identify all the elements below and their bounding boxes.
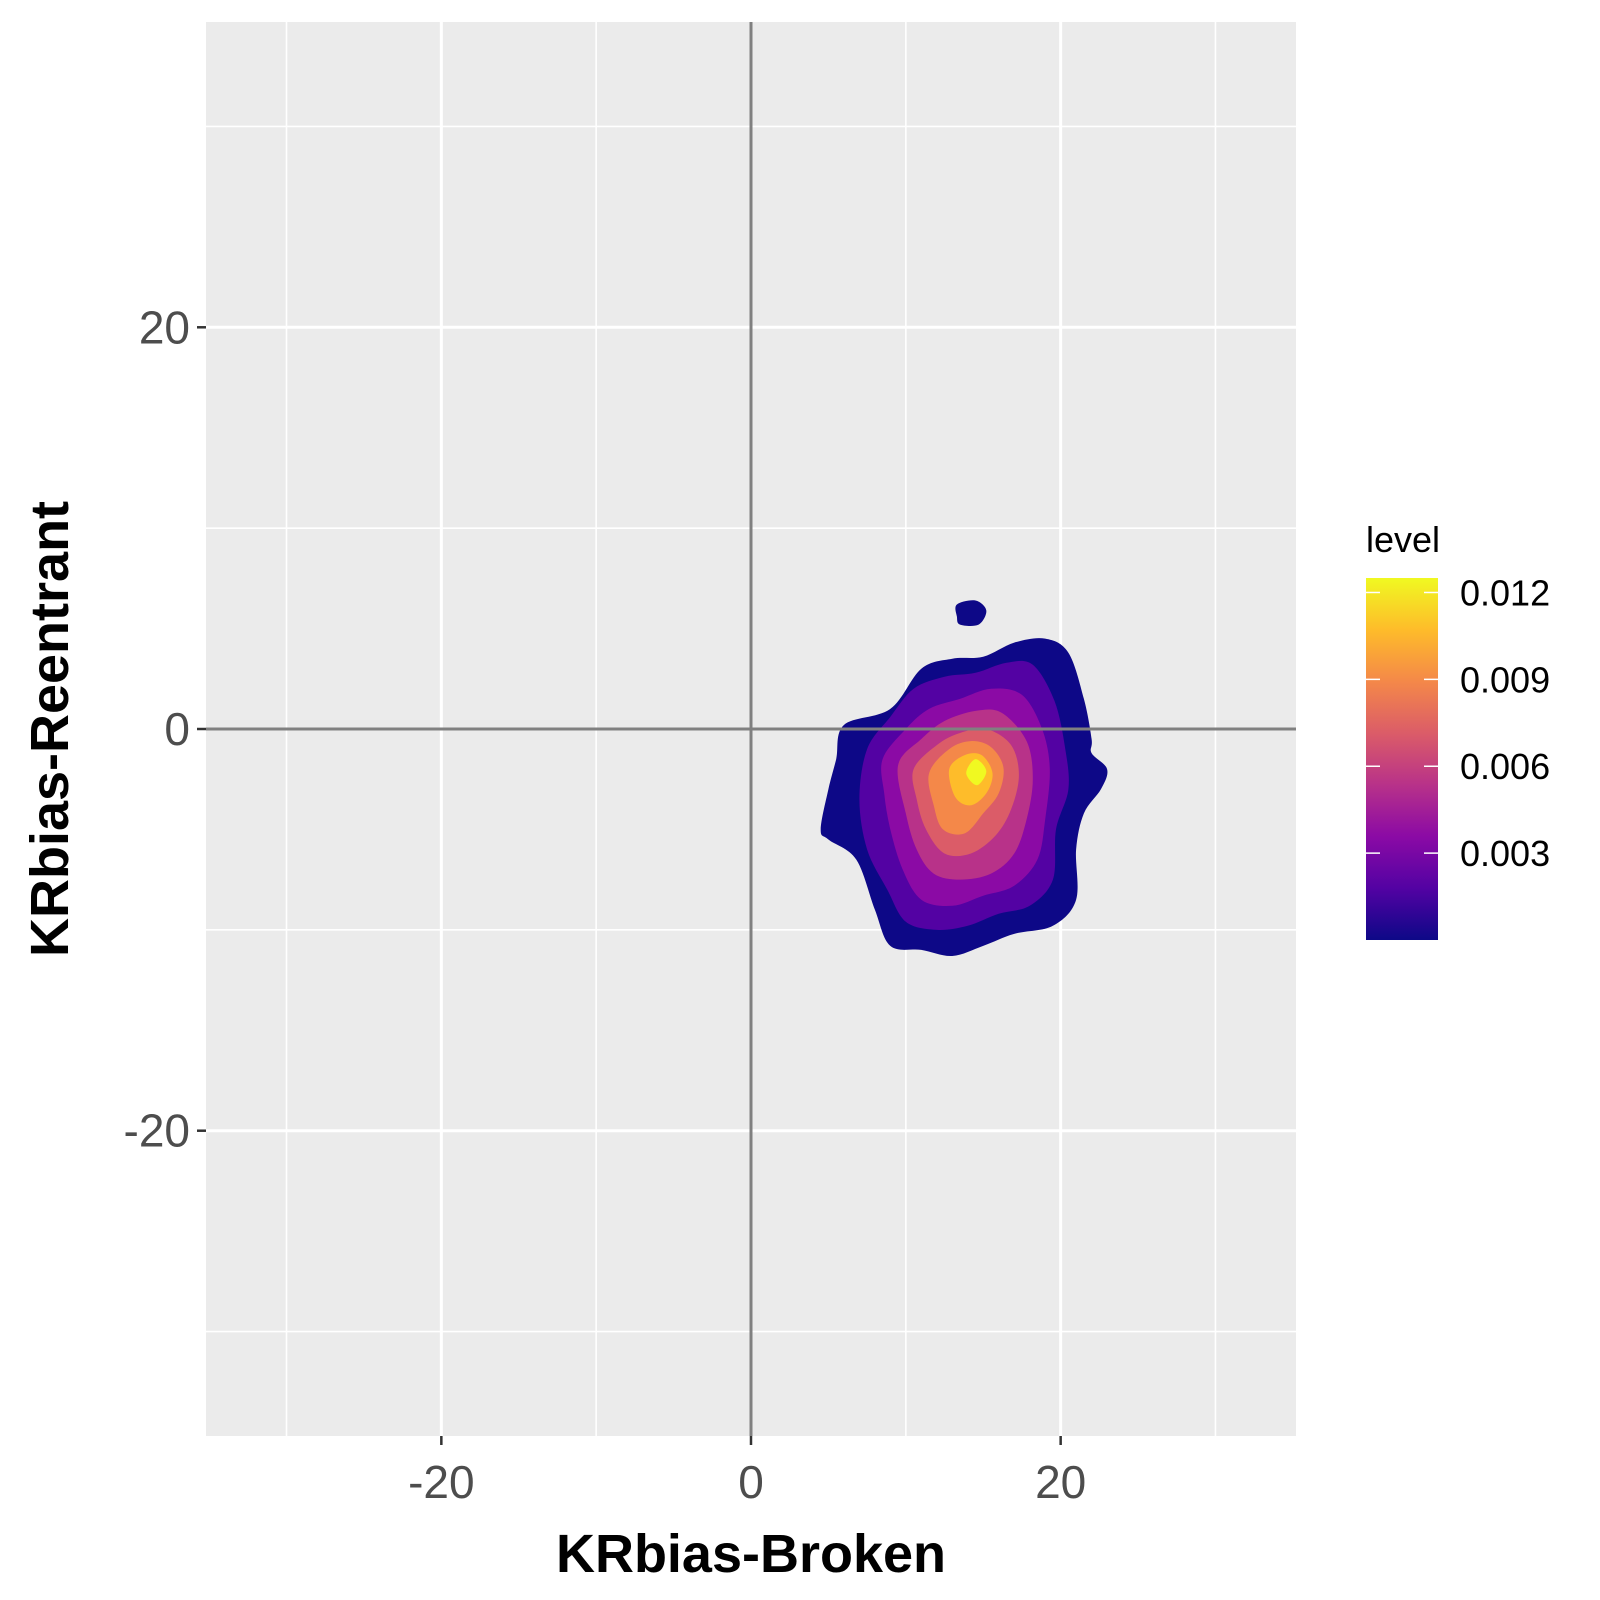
x-tick-label: 20 bbox=[1035, 1456, 1086, 1508]
y-axis-title: KRbias-Reentrant bbox=[20, 501, 80, 957]
density-band-1 bbox=[955, 600, 987, 626]
x-tick-label: -20 bbox=[408, 1456, 474, 1508]
y-tick-label: 20 bbox=[139, 301, 190, 353]
legend-colorbar bbox=[1366, 578, 1438, 940]
x-axis-title: KRbias-Broken bbox=[556, 1524, 946, 1584]
x-tick-label: 0 bbox=[738, 1456, 764, 1508]
x-axis: -20 0 20 bbox=[408, 1436, 1086, 1508]
density-band-8 bbox=[966, 759, 987, 786]
legend: level 0.003 0.006 0.009 0.012 bbox=[1366, 519, 1550, 940]
legend-ticks: 0.003 0.006 0.009 0.012 bbox=[1366, 572, 1550, 874]
legend-tick-label: 0.003 bbox=[1460, 833, 1550, 874]
y-axis: -20 0 20 bbox=[124, 301, 206, 1157]
legend-title: level bbox=[1366, 519, 1440, 560]
y-tick-label: 0 bbox=[164, 703, 190, 755]
legend-tick-label: 0.012 bbox=[1460, 572, 1550, 613]
y-tick-label: -20 bbox=[124, 1105, 190, 1157]
legend-tick-label: 0.009 bbox=[1460, 659, 1550, 700]
legend-tick-label: 0.006 bbox=[1460, 746, 1550, 787]
reference-lines bbox=[206, 22, 1296, 1436]
